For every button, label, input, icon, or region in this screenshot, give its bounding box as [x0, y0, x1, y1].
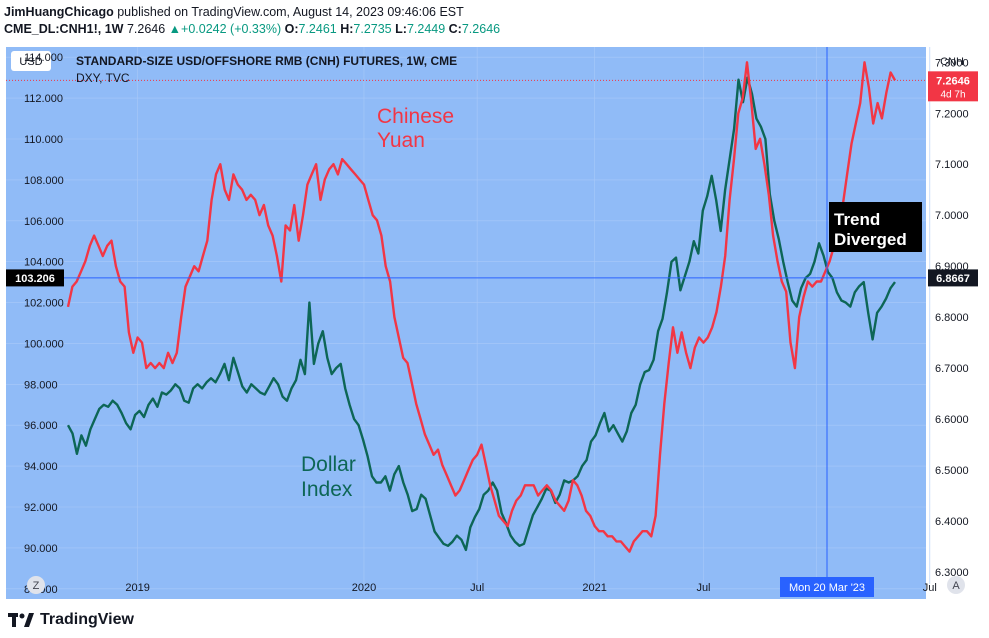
legend-title: STANDARD-SIZE USD/OFFSHORE RMB (CNH) FUT… [76, 54, 457, 68]
left-price-axis[interactable]: 114.000 112.000 110.000 108.000 106.000 104.0… [24, 52, 64, 596]
last-price: 7.2646 [126, 22, 166, 36]
left-axis-tick: 98.000 [24, 379, 58, 391]
open-value: 7.2461 [298, 22, 337, 36]
time-axis-tick: Jul [696, 582, 710, 594]
left-axis-tick: 104.000 [24, 257, 64, 269]
legend-subtitle: DXY, TVC [76, 71, 130, 85]
low-label: L: [395, 22, 407, 36]
crosshair-left-label: 103.206 [6, 269, 64, 287]
auto-scale-button-label: A [952, 580, 960, 592]
time-axis-tick: 2020 [352, 582, 376, 594]
left-axis-tick: 114.000 [24, 52, 63, 64]
right-axis-tick: 7.1000 [935, 159, 969, 171]
scale-button-cnh-label: CNH [940, 56, 964, 68]
crosshair-date-label: Mon 20 Mar '23 [780, 577, 874, 597]
scale-button-usd-label: USD [19, 56, 42, 68]
left-axis-tick: 110.000 [24, 134, 63, 146]
left-axis-tick: 106.000 [24, 216, 64, 228]
zoom-button[interactable]: Z [27, 576, 45, 594]
trend-label-line2: Diverged [834, 230, 907, 249]
annotation-dollar-line2: Index [301, 478, 353, 501]
high-label: H: [340, 22, 354, 36]
open-label: O: [284, 22, 299, 36]
zoom-button-label: Z [33, 580, 40, 592]
symbol-label: CME_DL:CNH1!, 1W [4, 22, 124, 36]
crosshair-right-value: 6.8667 [936, 273, 970, 285]
close-value: 7.2646 [461, 22, 501, 36]
high-value: 7.2735 [353, 22, 392, 36]
ohlc-line: CME_DL:CNH1!, 1W 7.2646 ▲+0.0242 (+0.33%… [4, 21, 984, 38]
left-axis-tick: 100.000 [24, 338, 64, 350]
series-line-chinese-yuan [66, 61, 897, 553]
right-axis-tick: 7.0000 [935, 210, 969, 222]
last-price-countdown: 4d 7h [940, 89, 965, 100]
publisher-name[interactable]: JimHuangChicago [4, 5, 114, 19]
right-axis-tick: 6.5000 [935, 465, 969, 477]
right-axis-tick: 6.4000 [935, 516, 969, 528]
left-axis-tick: 94.000 [24, 461, 58, 473]
trend-diverged-label: Trend Diverged [829, 202, 922, 252]
left-axis-tick: 96.000 [24, 420, 58, 432]
right-axis-tick: 6.7000 [935, 363, 969, 375]
published-text: published on TradingView.com, August 14,… [117, 5, 464, 19]
annotation-dollar-line1: Dollar [301, 453, 356, 476]
auto-scale-button[interactable]: A [947, 576, 965, 594]
price-change: +0.0242 (+0.33%) [181, 22, 282, 36]
scale-button-usd[interactable]: USD [11, 51, 51, 71]
trend-label-line1: Trend [834, 210, 880, 229]
scale-button-cnh[interactable]: CNH [932, 51, 972, 71]
time-axis-tick: Jul [923, 582, 937, 594]
right-axis-tick: 6.6000 [935, 414, 969, 426]
publish-line: JimHuangChicago published on TradingView… [4, 4, 984, 21]
up-arrow-icon: ▲ [168, 22, 182, 36]
tradingview-footer[interactable]: TradingView [8, 608, 134, 632]
chart-frame: USD STANDARD-SIZE USD/OFFSHORE RMB (CNH)… [0, 44, 989, 604]
crosshair-right-label: 6.8667 [928, 269, 978, 287]
price-chart[interactable]: USD STANDARD-SIZE USD/OFFSHORE RMB (CNH)… [0, 44, 989, 604]
low-value: 7.2449 [406, 22, 446, 36]
tradingview-logo-icon [8, 613, 34, 627]
left-axis-tick: 102.000 [24, 298, 64, 310]
left-axis-tick: 108.000 [24, 175, 64, 187]
right-axis-tick: 6.8000 [935, 312, 969, 324]
close-label: C: [448, 22, 462, 36]
time-axis-tick: 2019 [125, 582, 149, 594]
chart-header: JimHuangChicago published on TradingView… [4, 4, 984, 38]
crosshair-left-value: 103.206 [15, 273, 55, 285]
time-axis-tick: Jul [470, 582, 484, 594]
footer-brand: TradingView [40, 611, 134, 628]
crosshair-date-value: Mon 20 Mar '23 [789, 582, 865, 594]
left-axis-tick: 92.000 [24, 502, 58, 514]
last-price-label: 7.2646 4d 7h [928, 71, 978, 102]
last-price-value: 7.2646 [936, 75, 970, 87]
left-axis-tick: 112.000 [24, 93, 63, 105]
series-line-dollar-index [66, 76, 896, 552]
annotation-yuan-line1: Chinese [377, 105, 454, 128]
time-axis-tick: 2021 [582, 582, 606, 594]
grid-lines [6, 47, 931, 590]
annotation-yuan-line2: Yuan [377, 129, 425, 152]
right-axis-tick: 6.3000 [935, 567, 969, 579]
right-axis-tick: 7.2000 [935, 108, 969, 120]
right-axis-tick: 7.3000 [935, 57, 969, 69]
left-axis-tick: 90.000 [24, 543, 58, 555]
